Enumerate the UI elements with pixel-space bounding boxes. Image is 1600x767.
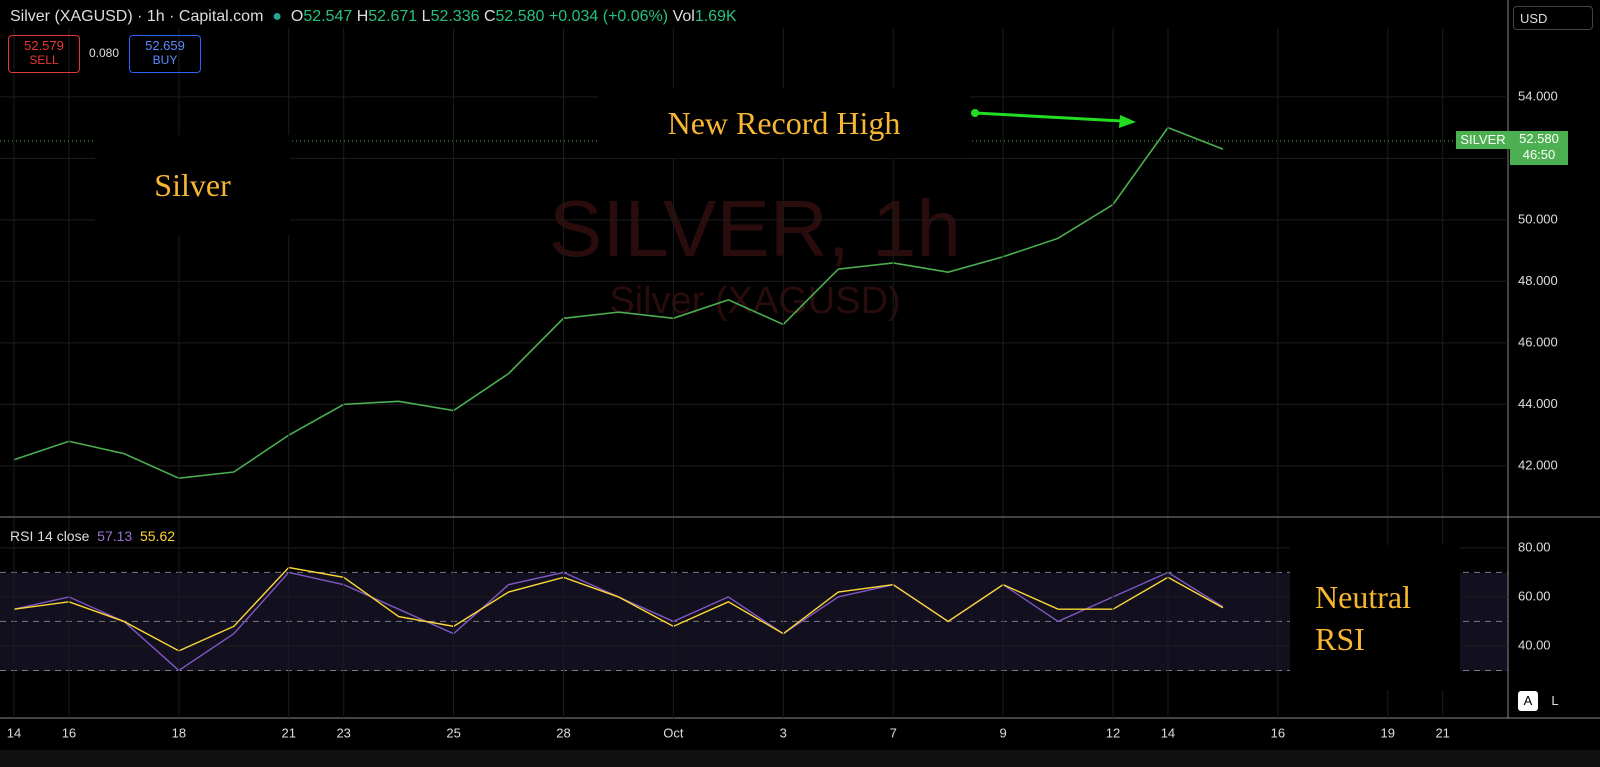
y-tick-label: 42.000 (1518, 457, 1558, 472)
symbol: Silver (XAGUSD) · 1h · Capital.com (10, 8, 264, 25)
price-tag: 52.580 46:50 (1510, 131, 1568, 165)
annotation: New Record High (598, 88, 970, 158)
sell-price: 52.579 (24, 38, 64, 53)
sell-label: SELL (29, 53, 59, 67)
x-tick-label: 14 (7, 725, 21, 740)
y-tick-label: 40.00 (1518, 637, 1551, 652)
price-tag-countdown: 46:50 (1522, 147, 1556, 162)
quote-label: C (483, 8, 496, 25)
x-tick-label: 9 (999, 725, 1006, 740)
y-tick-label: 80.00 (1518, 539, 1551, 554)
buy-button[interactable]: 52.659 BUY (129, 35, 201, 73)
quote-value: 52.336 (430, 8, 480, 25)
price-tag-name: SILVER (1456, 131, 1510, 149)
quote-label: O (290, 8, 304, 25)
header: Silver (XAGUSD) · 1h · Capital.com ● O52… (10, 8, 737, 25)
sell-button[interactable]: 52.579 SELL (8, 35, 80, 73)
rsi-legend: RSI 14 close 57.13 55.62 (10, 528, 175, 544)
log-scale-button[interactable]: L (1551, 693, 1559, 708)
rsi-line (13, 566, 1224, 652)
x-tick-label: Oct (663, 725, 684, 740)
x-tick-label: 19 (1381, 725, 1395, 740)
price-line (13, 126, 1224, 479)
y-tick-label: 44.000 (1518, 396, 1558, 411)
rsi-value: 57.13 (97, 528, 133, 544)
rsi-band (0, 573, 1508, 671)
x-tick-label: 16 (1271, 725, 1285, 740)
y-tick-label: 60.00 (1518, 588, 1551, 603)
annotation: Neutral RSI (1290, 545, 1460, 690)
arrow-head (1119, 115, 1136, 128)
arrow (974, 111, 1123, 123)
x-tick-label: 25 (446, 725, 460, 740)
buy-label: BUY (152, 53, 178, 67)
x-tick-label: 16 (62, 725, 76, 740)
change: +0.034 (+0.06%) (548, 8, 669, 25)
currency-select[interactable]: USD (1513, 6, 1593, 30)
auto-scale-button[interactable]: A (1518, 691, 1538, 711)
x-tick-label: 23 (336, 725, 350, 740)
quote-label: L (421, 8, 431, 25)
quote-label: H (356, 8, 369, 25)
footer (0, 750, 1600, 767)
x-tick-label: 21 (282, 725, 296, 740)
buy-price: 52.659 (145, 38, 185, 53)
watermark: Silver (XAGUSD) (609, 280, 900, 322)
x-tick-label: 12 (1106, 725, 1120, 740)
volume: 1.69K (694, 8, 737, 25)
x-tick-label: 7 (890, 725, 897, 740)
y-tick-label: 50.000 (1518, 211, 1558, 226)
x-tick-label: 28 (556, 725, 570, 740)
price-tag-price: 52.580 (1519, 131, 1559, 146)
quote-value: 52.580 (495, 8, 545, 25)
watermark: SILVER, 1h (549, 184, 961, 273)
spread: 0.080 (89, 46, 120, 60)
x-tick-label: 18 (172, 725, 186, 740)
annotation: Silver (95, 135, 290, 235)
quote-value: 52.671 (368, 8, 418, 25)
y-tick-label: 54.000 (1518, 88, 1558, 103)
volume-label: Vol (672, 8, 695, 25)
x-tick-label: 21 (1435, 725, 1449, 740)
x-tick-label: 14 (1161, 725, 1175, 740)
y-tick-label: 46.000 (1518, 334, 1558, 349)
quote-value: 52.547 (303, 8, 353, 25)
ma-value: 55.62 (139, 528, 176, 544)
arrow-tail (971, 109, 979, 117)
x-tick-label: 3 (780, 725, 787, 740)
rsi-name: RSI 14 close (10, 528, 90, 544)
y-tick-label: 48.000 (1518, 273, 1558, 288)
